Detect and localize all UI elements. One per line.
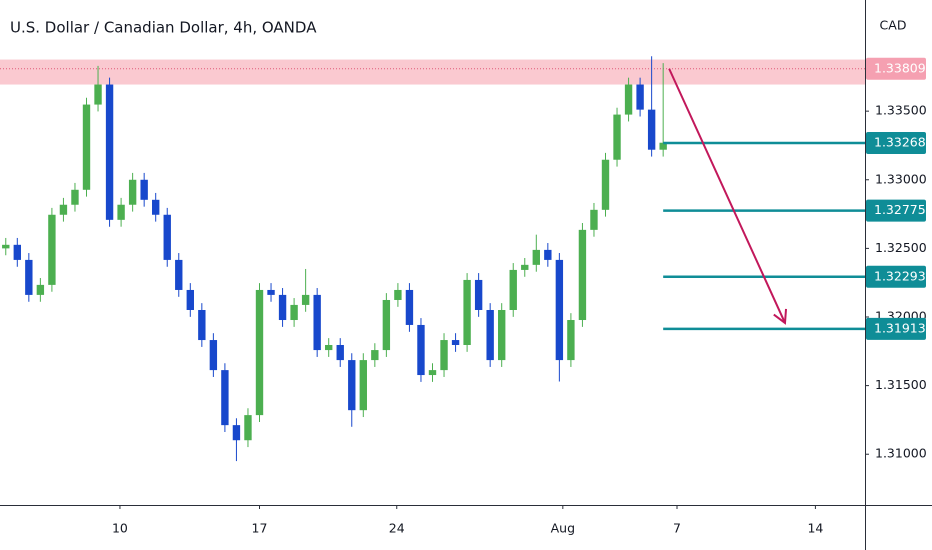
target-price-label: 1.31913 <box>874 320 926 335</box>
chart-title: U.S. Dollar / Canadian Dollar, 4h, OANDA <box>10 19 317 37</box>
candle-body <box>175 259 183 290</box>
candle-body <box>428 370 437 376</box>
x-tick-label: 24 <box>389 521 405 536</box>
candle-body <box>624 84 633 115</box>
target-price-label: 1.32775 <box>874 202 926 217</box>
candle-body <box>659 142 667 150</box>
candle-body <box>13 244 21 260</box>
x-tick-label: 17 <box>252 521 268 536</box>
candle-body <box>278 294 287 321</box>
candle-body <box>105 84 114 220</box>
candle-layer <box>2 56 667 462</box>
candle-body <box>544 249 552 260</box>
candle-body <box>382 299 391 351</box>
candle-body <box>567 320 575 361</box>
candle-body <box>498 309 506 361</box>
candle-body <box>152 199 160 215</box>
candle-body <box>232 425 241 441</box>
candle-body <box>405 289 414 325</box>
candle-body <box>590 209 598 230</box>
target-price-box <box>866 265 926 288</box>
forecast-arrow-head <box>773 308 788 325</box>
candle-body <box>221 370 229 426</box>
candle-body <box>255 289 264 416</box>
candle-body <box>601 159 610 210</box>
candle-body <box>209 340 218 371</box>
target-price-label: 1.32293 <box>874 268 926 283</box>
target-price-box <box>866 131 926 154</box>
candle-body <box>532 249 540 265</box>
x-tick-label: Aug <box>551 521 575 536</box>
candle-body <box>198 309 206 341</box>
candle-body <box>25 259 33 295</box>
target-price-box <box>866 199 926 222</box>
forecast-arrow <box>668 68 786 324</box>
currency-label: CAD <box>880 18 907 33</box>
candle-body <box>36 284 45 295</box>
candle-body <box>117 204 125 220</box>
candle-body <box>290 304 298 321</box>
candle-body <box>555 259 564 361</box>
y-tick-label: 1.33500 <box>875 103 927 118</box>
candle-body <box>451 340 460 345</box>
candle-body <box>82 104 91 190</box>
x-tick-label: 7 <box>673 521 681 536</box>
candle-body <box>140 179 148 200</box>
resistance-zone <box>0 59 865 85</box>
candle-body <box>128 179 137 205</box>
candle-body <box>313 294 321 351</box>
zone-price-label: 1.33809 <box>874 60 926 75</box>
candle-body <box>394 289 402 300</box>
candle-body <box>636 84 644 110</box>
candle-body <box>2 244 10 249</box>
candle-body <box>371 350 379 361</box>
zone-price-box <box>866 57 926 80</box>
candle-body <box>71 189 79 205</box>
candle-body <box>267 289 275 295</box>
candle-body <box>463 279 471 345</box>
y-tick-label: 1.32500 <box>875 240 927 255</box>
y-tick-label: 1.33000 <box>875 171 927 186</box>
candle-body <box>301 294 310 305</box>
y-tick-label: 1.31000 <box>875 446 927 461</box>
candle-body <box>486 309 494 361</box>
y-tick-label: 1.31500 <box>875 377 927 392</box>
candle-body <box>578 229 587 321</box>
candle-body <box>474 279 483 310</box>
candle-body <box>440 340 448 371</box>
target-price-box <box>866 317 926 340</box>
candle-body <box>417 324 425 376</box>
level-layer <box>663 68 865 331</box>
target-price-label: 1.33268 <box>874 134 926 149</box>
x-tick-label: 14 <box>807 521 823 536</box>
candle-body <box>359 360 367 411</box>
x-tick-label: 10 <box>112 521 128 536</box>
candle-body <box>613 114 621 160</box>
candle-body <box>163 214 171 260</box>
candle-body <box>348 360 356 411</box>
candle-body <box>336 344 344 361</box>
candle-body <box>94 84 102 105</box>
candle-body <box>647 109 656 150</box>
zone-layer <box>0 59 865 85</box>
candle-body <box>59 204 68 215</box>
candle-body <box>509 269 517 310</box>
axis-layer: 1.335001.330001.325001.320001.315001.310… <box>112 57 927 536</box>
candle-body <box>325 344 333 351</box>
candle-body <box>48 214 56 285</box>
candle-body <box>521 264 529 270</box>
candle-body <box>186 289 194 310</box>
candle-body <box>244 415 252 441</box>
